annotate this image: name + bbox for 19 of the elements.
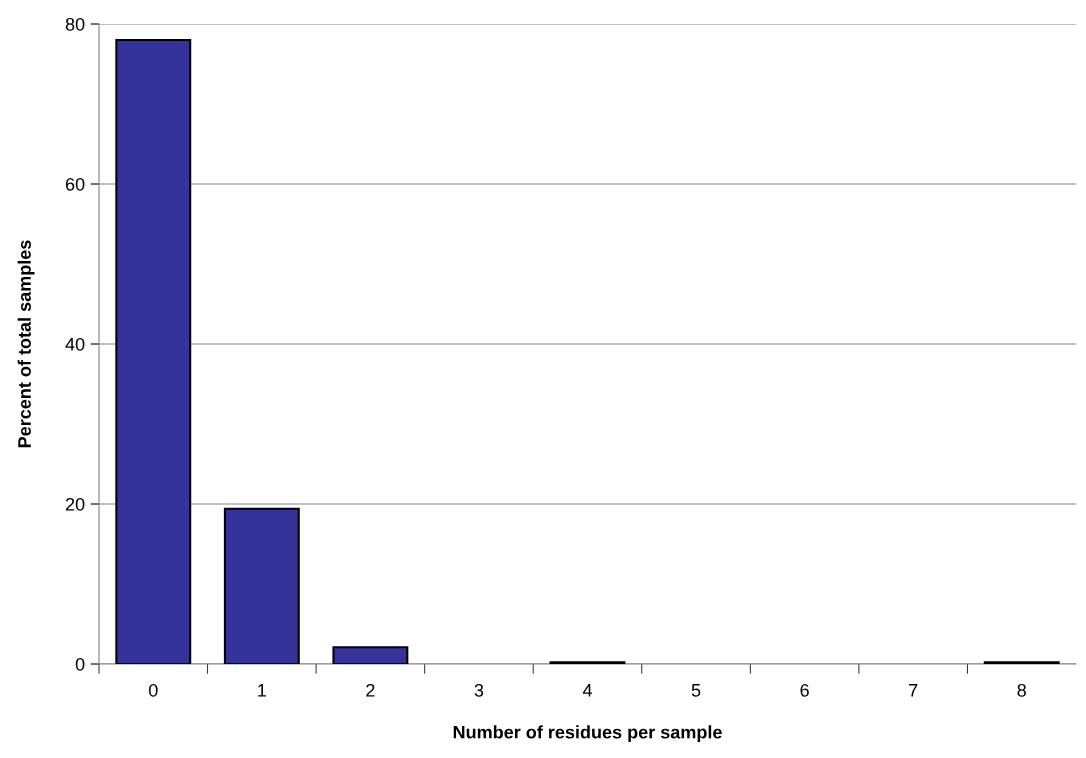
bar: [332, 646, 409, 664]
x-tick-label: 4: [582, 684, 592, 697]
y-tick-label: 20: [65, 497, 85, 511]
x-tick-label: 0: [148, 683, 158, 697]
x-tick-label: 8: [1017, 683, 1026, 697]
bar: [115, 38, 192, 664]
y-tick-label: 40: [65, 337, 85, 351]
x-tick-label: 3: [474, 683, 484, 697]
x-tick-label: 7: [909, 684, 918, 697]
x-axis-title: Number of residues per sample: [453, 725, 722, 743]
x-tick-label: 6: [800, 683, 809, 697]
y-axis-title: Percent of total samples: [17, 240, 35, 448]
x-tick-label: 5: [691, 684, 701, 697]
y-tick-label: 0: [75, 657, 85, 671]
x-tick-label: 1: [258, 684, 266, 697]
y-tick-label: 80: [65, 17, 85, 31]
bar: [223, 507, 300, 664]
y-tick-label: 60: [65, 177, 85, 191]
x-tick-label: 2: [366, 683, 375, 697]
